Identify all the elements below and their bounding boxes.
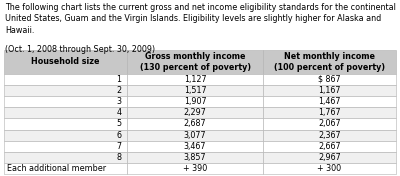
Text: 2,687: 2,687: [184, 120, 206, 128]
Text: 3,857: 3,857: [184, 153, 206, 162]
Text: 1,167: 1,167: [318, 86, 341, 95]
Text: Net monthly income
(100 percent of poverty): Net monthly income (100 percent of pover…: [274, 52, 385, 72]
Text: 1: 1: [117, 75, 122, 84]
Text: + 390: + 390: [183, 164, 207, 173]
Text: Household size: Household size: [32, 57, 100, 67]
Text: 2,297: 2,297: [184, 108, 206, 117]
Text: 1,517: 1,517: [184, 86, 206, 95]
Text: 3,467: 3,467: [184, 142, 206, 151]
Text: 7: 7: [116, 142, 122, 151]
Text: 2,367: 2,367: [318, 131, 341, 140]
Text: 4: 4: [117, 108, 122, 117]
Text: 1,907: 1,907: [184, 97, 206, 106]
Text: 2,067: 2,067: [318, 120, 341, 128]
Text: + 300: + 300: [317, 164, 342, 173]
Text: 2: 2: [116, 86, 122, 95]
Text: $ 867: $ 867: [318, 75, 341, 84]
Text: 1,767: 1,767: [318, 108, 341, 117]
Text: Gross monthly income
(130 percent of poverty): Gross monthly income (130 percent of pov…: [140, 52, 251, 72]
Text: (Oct. 1, 2008 through Sept. 30, 2009): (Oct. 1, 2008 through Sept. 30, 2009): [5, 45, 155, 54]
Text: 2,667: 2,667: [318, 142, 341, 151]
Text: The following chart lists the current gross and net income eligibility standards: The following chart lists the current gr…: [5, 3, 396, 34]
Text: 3,077: 3,077: [184, 131, 206, 140]
Text: 6: 6: [117, 131, 122, 140]
Text: 3: 3: [117, 97, 122, 106]
Text: 2,967: 2,967: [318, 153, 341, 162]
Text: 5: 5: [116, 120, 122, 128]
Text: 1,467: 1,467: [318, 97, 341, 106]
Text: Each additional member: Each additional member: [7, 164, 106, 173]
Text: 8: 8: [117, 153, 122, 162]
Text: 1,127: 1,127: [184, 75, 206, 84]
